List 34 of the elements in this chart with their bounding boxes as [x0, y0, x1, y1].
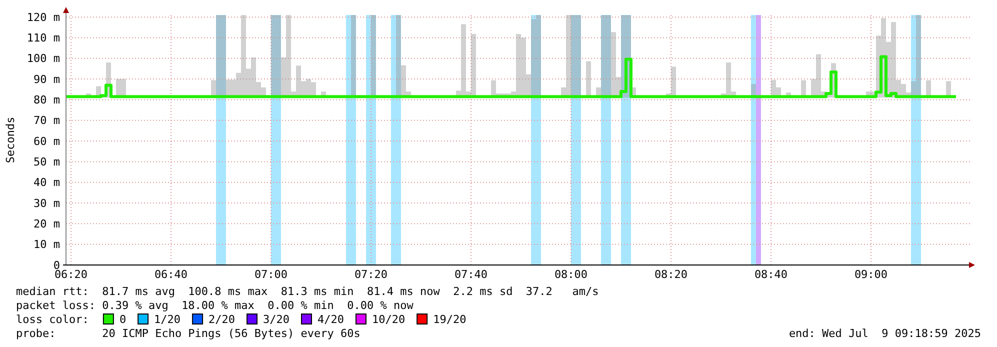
text: packet loss: 0.39 % avg 18.00 % max 0.00 % min 0.00 % now	[16, 299, 414, 312]
legend-title: loss color:	[16, 313, 89, 326]
x-tick-label: 07:20	[354, 268, 388, 281]
legend-label: 0	[119, 313, 126, 326]
y-tick-label: 120 m	[26, 10, 60, 24]
x-tick-label: 08:40	[754, 268, 788, 281]
legend-label: 2/20	[208, 313, 236, 326]
x-tick-label: 07:00	[254, 268, 288, 281]
x-tick-label: 06:40	[154, 268, 188, 281]
y-tick-label: 60 m	[34, 134, 60, 148]
text: probe: 20 ICMP Echo Pings (56 Bytes) every 60s	[16, 327, 360, 340]
y-tick-label: 80 m	[34, 94, 60, 107]
legend-label: 4/20	[318, 313, 344, 326]
y-tick-label: 90 m	[34, 72, 60, 86]
x-tick-label: 07:40	[454, 268, 488, 281]
x-tick-label: 08:00	[554, 268, 588, 281]
y-tick-label: 110 m	[26, 32, 60, 45]
y-tick-label: 50 m	[34, 156, 60, 169]
y-tick-label: 70 m	[34, 114, 60, 128]
y-tick-label: 30 m	[34, 196, 60, 210]
y-tick-label: 100 m	[26, 52, 60, 66]
y-tick-label: 10 m	[34, 238, 60, 252]
legend-label: 1/20	[154, 313, 181, 326]
legend-label: 10/20	[372, 313, 406, 326]
x-tick-label: 09:00	[854, 268, 888, 281]
legend-label: 3/20	[263, 313, 290, 326]
text: median rtt: 81.7 ms avg 100.8 ms max 81.3 ms min 81.4 ms now 2.2 ms sd 37.2 am/s	[16, 285, 599, 298]
x-tick-label: 06:20	[54, 268, 88, 281]
legend-label: 19/20	[433, 313, 466, 326]
y-tick-label: 20 m	[34, 218, 60, 231]
y-tick-label: 40 m	[34, 176, 60, 190]
y-axis-title: Seconds	[4, 116, 17, 164]
x-tick-label: 08:20	[654, 268, 688, 281]
text: end: Wed Jul 9 09:18:59 2025	[788, 327, 981, 340]
